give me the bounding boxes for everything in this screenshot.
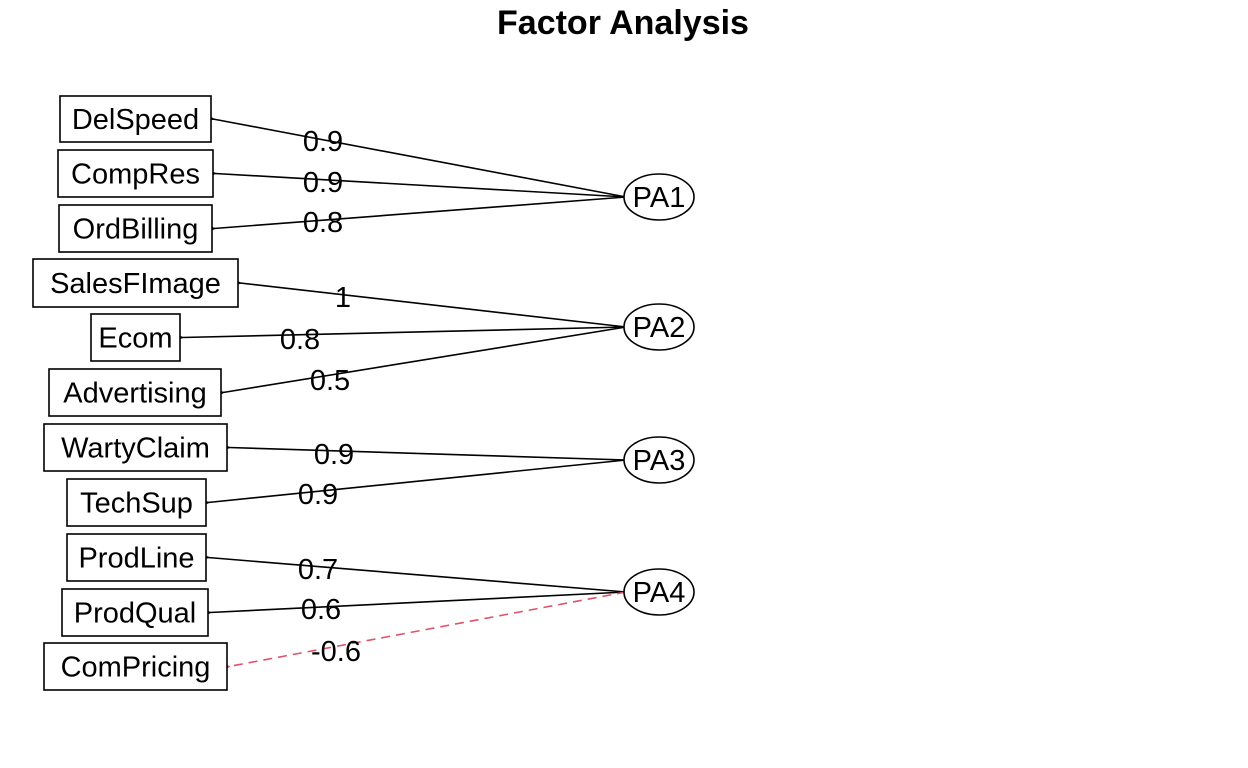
- variable-node-ecom: Ecom: [90, 313, 181, 362]
- variable-node-advertising: Advertising: [48, 368, 222, 417]
- variable-label: CompRes: [71, 159, 200, 191]
- loading-label-pa2-salesfimage: 1: [335, 282, 351, 314]
- variable-label: WartyClaim: [61, 433, 210, 465]
- diagram-title: Factor Analysis: [497, 4, 749, 42]
- edge-pa1-ordbilling: [214, 196, 627, 229]
- variable-box: [66, 533, 207, 582]
- factor-ellipse: [623, 303, 695, 351]
- factor-label: PA1: [633, 182, 686, 214]
- variable-box: [61, 588, 209, 637]
- edge-pa2-ecom: [182, 326, 627, 338]
- edge-pa2-advertising: [223, 326, 627, 393]
- variable-node-wartyclaim: WartyClaim: [43, 423, 228, 472]
- loading-label-pa2-ecom: 0.8: [280, 324, 320, 356]
- variable-box: [90, 313, 181, 362]
- factor-label: PA2: [633, 312, 686, 344]
- loading-edges: [182, 119, 627, 667]
- variable-box: [57, 149, 214, 198]
- variable-label: ProdQual: [74, 598, 197, 630]
- edge-pa2-salesfimage: [240, 283, 627, 328]
- edge-pa1-compres: [215, 174, 627, 198]
- loading-label-pa4-prodline: 0.7: [298, 554, 338, 586]
- variable-label: ProdLine: [78, 543, 194, 575]
- variable-node-prodqual: ProdQual: [61, 588, 209, 637]
- loading-label-pa1-delspeed: 0.9: [303, 126, 343, 158]
- factor-label: PA3: [633, 445, 686, 477]
- variable-node-delspeed: DelSpeed: [59, 95, 212, 143]
- variable-box: [43, 642, 228, 691]
- edge-pa4-compricing: [229, 591, 627, 667]
- variable-node-compres: CompRes: [57, 149, 214, 198]
- loading-labels: 0.9 0.9 0.8 1 0.8 0.5 0.9 0.9 0.7 0.6 -0.6: [280, 126, 361, 668]
- edge-pa4-prodline: [208, 558, 627, 593]
- variable-node-prodline: ProdLine: [66, 533, 207, 582]
- variable-label: Ecom: [98, 323, 172, 355]
- factor-node-pa1: PA1: [623, 173, 695, 221]
- variable-label: Advertising: [63, 378, 206, 410]
- loading-label-pa1-ordbilling: 0.8: [303, 207, 343, 239]
- factor-node-pa4: PA4: [623, 568, 695, 616]
- variable-box: [66, 478, 207, 527]
- variable-label: OrdBilling: [73, 214, 199, 246]
- factor-ellipse: [623, 568, 695, 616]
- factor-node-pa3: PA3: [623, 436, 695, 484]
- factor-label: PA4: [633, 577, 686, 609]
- factor-nodes: PA1 PA2 PA3 PA4: [623, 173, 695, 616]
- edge-pa3-wartyclaim: [229, 448, 627, 461]
- variable-nodes: DelSpeed CompRes OrdBilling SalesFImage Ecom…: [32, 95, 239, 691]
- loading-label-pa1-compres: 0.9: [303, 167, 343, 199]
- variable-node-compricing: ComPricing: [43, 642, 228, 691]
- variable-node-techsup: TechSup: [66, 478, 207, 527]
- variable-box: [59, 95, 212, 143]
- edge-pa4-prodqual: [210, 591, 627, 613]
- factor-ellipse: [623, 173, 695, 221]
- variable-box: [58, 204, 213, 253]
- factor-ellipse: [623, 436, 695, 484]
- variable-node-salesfimage: SalesFImage: [32, 258, 239, 308]
- edge-pa1-delspeed: [213, 119, 627, 198]
- variable-label: TechSup: [80, 488, 193, 520]
- variable-box: [43, 423, 228, 472]
- variable-box: [32, 258, 239, 308]
- loading-label-pa2-advertising: 0.5: [310, 365, 350, 397]
- factor-node-pa2: PA2: [623, 303, 695, 351]
- variable-label: SalesFImage: [50, 268, 221, 300]
- loading-label-pa4-prodqual: 0.6: [301, 594, 341, 626]
- variable-label: DelSpeed: [72, 104, 199, 136]
- variable-label: ComPricing: [61, 652, 211, 684]
- edge-pa3-techsup: [208, 459, 627, 503]
- variable-node-ordbilling: OrdBilling: [58, 204, 213, 253]
- loading-label-pa3-techsup: 0.9: [298, 479, 338, 511]
- loading-label-pa4-compricing: -0.6: [311, 636, 361, 668]
- loading-label-pa3-wartyclaim: 0.9: [314, 439, 354, 471]
- variable-box: [48, 368, 222, 417]
